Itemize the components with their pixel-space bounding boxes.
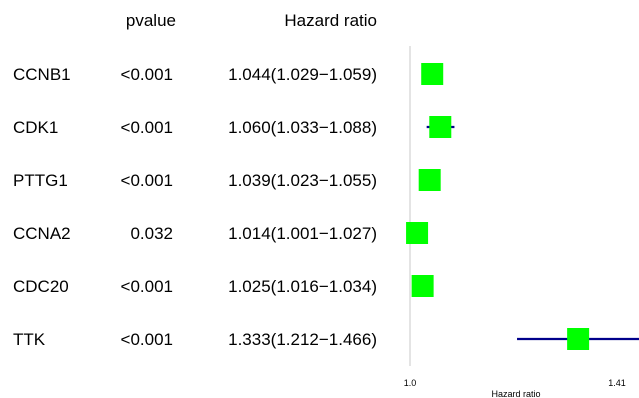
hazard-ratio-header: Hazard ratio [284,11,377,30]
table-row: TTK <0.001 1.333(1.212−1.466) [13,330,377,349]
plot-marks [406,46,639,366]
table-row: CDK1 <0.001 1.060(1.033−1.088) [13,118,377,137]
gene-label: CDK1 [13,118,58,137]
forest-mark [406,222,429,244]
table-row: CCNB1 <0.001 1.044(1.029−1.059) [13,65,377,84]
pvalue-cell: <0.001 [121,65,173,84]
gene-label: PTTG1 [13,171,68,190]
hazard-ratio-cell: 1.044(1.029−1.059) [228,65,377,84]
table-row: CDC20 <0.001 1.025(1.016−1.034) [13,277,377,296]
pvalue-cell: 0.032 [130,224,173,243]
pvalue-header: pvalue [126,11,176,30]
hazard-ratio-box [406,222,429,244]
pvalue-cell: <0.001 [121,171,173,190]
table-row: PTTG1 <0.001 1.039(1.023−1.055) [13,171,377,190]
hazard-ratio-cell: 1.333(1.212−1.466) [228,330,377,349]
x-axis-title: Hazard ratio [491,389,540,398]
gene-label: CDC20 [13,277,69,296]
hazard-ratio-box [418,169,441,191]
gene-label: CCNA2 [13,224,71,243]
pvalue-cell: <0.001 [121,277,173,296]
hazard-ratio-cell: 1.014(1.001−1.027) [228,224,377,243]
pvalue-cell: <0.001 [121,118,173,137]
forest-mark [411,275,434,297]
gene-label: CCNB1 [13,65,71,84]
x-tick-label: 1.0 [404,378,417,388]
hazard-ratio-box [421,63,444,85]
forest-mark [418,169,441,191]
forest-mark [426,116,455,138]
forest-mark [517,328,639,350]
forest-mark [421,63,444,85]
x-tick-label: 1.41 [608,378,626,388]
gene-label: TTK [13,330,46,349]
hazard-ratio-cell: 1.039(1.023−1.055) [228,171,377,190]
x-axis: 1.0 1.41 Hazard ratio [404,378,626,398]
hazard-ratio-cell: 1.060(1.033−1.088) [228,118,377,137]
hazard-ratio-box [411,275,434,297]
table-row: CCNA2 0.032 1.014(1.001−1.027) [13,224,377,243]
pvalue-cell: <0.001 [121,330,173,349]
table-rows: CCNB1 <0.001 1.044(1.029−1.059) CDK1 <0.001 1… [13,65,377,349]
hazard-ratio-cell: 1.025(1.016−1.034) [228,277,377,296]
hazard-ratio-box [429,116,452,138]
hazard-ratio-box [567,328,590,350]
